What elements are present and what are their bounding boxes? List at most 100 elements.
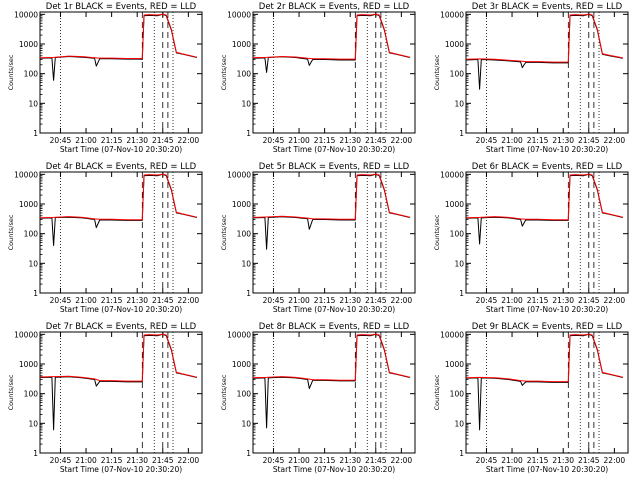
y-tick-label: 1 <box>459 289 464 298</box>
y-tick-label: 100 <box>237 390 252 399</box>
x-tick-label: 21:00 <box>75 136 97 145</box>
x-tick-label: 21:45 <box>152 296 174 305</box>
x-axis-label: Start Time (07-Nov-10 20:30:20) <box>273 145 395 154</box>
x-tick-label: 22:00 <box>178 296 200 305</box>
y-tick-label: 1000 <box>232 40 251 49</box>
x-tick-label: 22:00 <box>178 456 200 465</box>
x-tick-label: 20:45 <box>476 456 498 465</box>
y-tick-label: 10000 <box>227 10 251 19</box>
x-tick-label: 20:45 <box>50 456 72 465</box>
y-tick-label: 10 <box>28 99 38 108</box>
panel-title: Det 7r BLACK = Events, RED = LLD <box>46 322 197 332</box>
x-axis-label: Start Time (07-Nov-10 20:30:20) <box>60 465 182 474</box>
x-axis-label: Start Time (07-Nov-10 20:30:20) <box>60 145 182 154</box>
y-tick-label: 1 <box>459 449 464 458</box>
x-tick-label: 21:15 <box>101 136 123 145</box>
y-axis-label: Counts/sec <box>433 374 441 410</box>
panel-title: Det 3r BLACK = Events, RED = LLD <box>472 2 623 12</box>
plot-frame <box>252 11 416 134</box>
x-tick-label: 21:00 <box>288 136 310 145</box>
x-tick-label: 22:00 <box>391 296 413 305</box>
y-tick-label: 100 <box>237 230 252 239</box>
y-tick-label: 100 <box>450 70 465 79</box>
y-tick-label: 1 <box>246 289 251 298</box>
y-tick-label: 1 <box>246 449 251 458</box>
y-tick-label: 10 <box>454 419 464 428</box>
x-tick-label: 21:00 <box>75 456 97 465</box>
x-tick-label: 21:30 <box>552 456 574 465</box>
x-tick-label: 21:45 <box>365 296 387 305</box>
lld-series-line <box>39 13 198 60</box>
panel-det-8: Det 8r BLACK = Events, RED = LLD 1 10 100 10… <box>220 322 416 474</box>
y-tick-label: 10000 <box>227 170 251 179</box>
x-tick-label: 21:45 <box>365 136 387 145</box>
lld-series-line <box>39 333 198 382</box>
x-tick-label: 21:45 <box>152 136 174 145</box>
x-tick-label: 20:45 <box>263 456 285 465</box>
y-tick-label: 100 <box>24 390 39 399</box>
y-tick-label: 10000 <box>440 330 464 339</box>
panel-title: Det 2r BLACK = Events, RED = LLD <box>259 2 410 12</box>
x-axis-label: Start Time (07-Nov-10 20:30:20) <box>486 145 608 154</box>
lld-series-line <box>252 333 411 381</box>
panel-det-7: Det 7r BLACK = Events, RED = LLD 1 10 100 10… <box>7 322 203 474</box>
lld-series-line <box>465 333 624 383</box>
x-axis-label: Start Time (07-Nov-10 20:30:20) <box>486 465 608 474</box>
y-tick-label: 1000 <box>19 200 38 209</box>
x-axis-label: Start Time (07-Nov-10 20:30:20) <box>273 465 395 474</box>
panel-title: Det 8r BLACK = Events, RED = LLD <box>259 322 410 332</box>
plot-frame <box>252 331 416 454</box>
x-tick-label: 21:15 <box>101 296 123 305</box>
panel-title: Det 5r BLACK = Events, RED = LLD <box>259 162 410 172</box>
x-tick-label: 21:30 <box>126 296 148 305</box>
x-tick-label: 21:15 <box>527 296 549 305</box>
y-tick-label: 100 <box>237 70 252 79</box>
y-tick-label: 1 <box>33 449 38 458</box>
y-tick-label: 100 <box>24 70 39 79</box>
x-tick-label: 21:30 <box>339 296 361 305</box>
plot-frame <box>465 331 629 454</box>
y-axis-label: Counts/sec <box>433 214 441 250</box>
y-tick-label: 1 <box>33 129 38 138</box>
y-tick-label: 10 <box>241 419 251 428</box>
x-tick-label: 20:45 <box>50 296 72 305</box>
x-tick-label: 20:45 <box>476 136 498 145</box>
x-tick-label: 21:15 <box>527 456 549 465</box>
plot-frame <box>39 171 203 294</box>
plot-frame <box>252 171 416 294</box>
y-tick-label: 1000 <box>232 200 251 209</box>
x-tick-label: 21:45 <box>578 456 600 465</box>
y-tick-label: 1000 <box>19 40 38 49</box>
x-tick-label: 21:15 <box>527 136 549 145</box>
x-tick-label: 21:00 <box>288 296 310 305</box>
y-tick-label: 10 <box>454 99 464 108</box>
x-tick-label: 21:45 <box>152 456 174 465</box>
y-tick-label: 100 <box>24 230 39 239</box>
x-tick-label: 21:30 <box>126 456 148 465</box>
y-tick-label: 1000 <box>445 360 464 369</box>
panel-title: Det 9r BLACK = Events, RED = LLD <box>472 322 623 332</box>
y-tick-label: 1 <box>246 129 251 138</box>
events-series-line <box>39 333 198 431</box>
x-tick-label: 22:00 <box>391 136 413 145</box>
x-tick-label: 21:45 <box>365 456 387 465</box>
y-tick-label: 1000 <box>445 40 464 49</box>
x-axis-label: Start Time (07-Nov-10 20:30:20) <box>273 305 395 314</box>
lld-series-line <box>39 173 198 221</box>
x-tick-label: 20:45 <box>50 136 72 145</box>
panel-det-6: Det 6r BLACK = Events, RED = LLD 1 10 100 10… <box>433 162 629 314</box>
y-tick-label: 10000 <box>227 330 251 339</box>
y-tick-label: 10000 <box>14 330 38 339</box>
y-tick-label: 10 <box>454 259 464 268</box>
x-tick-label: 21:30 <box>339 136 361 145</box>
x-tick-label: 21:00 <box>288 456 310 465</box>
events-series-line <box>465 333 624 431</box>
lld-series-line <box>465 13 623 63</box>
panel-det-1: Det 1r BLACK = Events, RED = LLD 1 10 100 10… <box>7 2 203 154</box>
panel-det-4: Det 4r BLACK = Events, RED = LLD 1 10 100 10… <box>7 162 203 314</box>
x-tick-label: 21:15 <box>314 296 336 305</box>
panel-title: Det 1r BLACK = Events, RED = LLD <box>46 2 197 12</box>
x-tick-label: 22:00 <box>604 136 626 145</box>
y-axis-label: Counts/sec <box>7 214 15 250</box>
